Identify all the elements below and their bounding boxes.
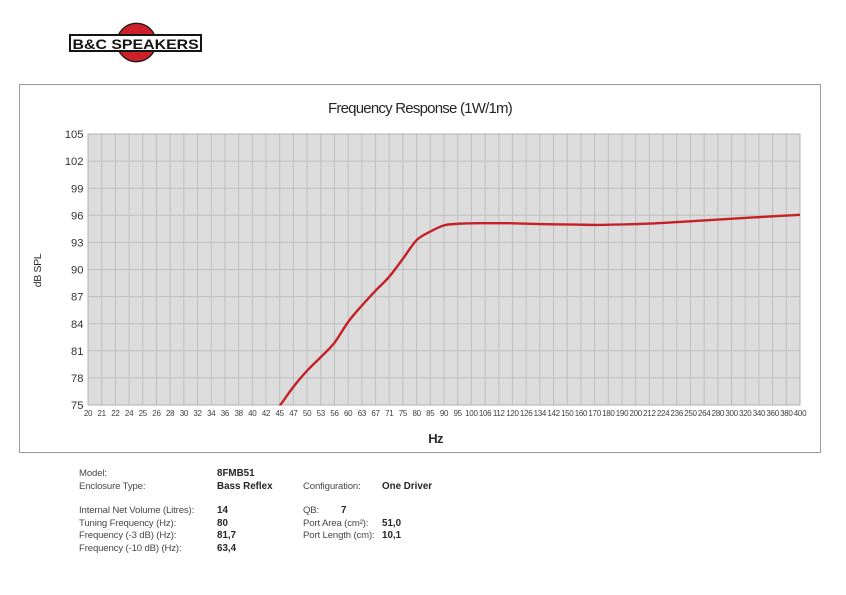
svg-text:180: 180 xyxy=(602,409,615,418)
svg-text:42: 42 xyxy=(262,409,271,418)
svg-text:60: 60 xyxy=(344,409,353,418)
svg-text:47: 47 xyxy=(289,409,298,418)
svg-text:Hz: Hz xyxy=(428,431,444,446)
svg-text:32: 32 xyxy=(193,409,202,418)
svg-text:400: 400 xyxy=(794,409,807,418)
svg-text:dB SPL: dB SPL xyxy=(32,253,44,287)
svg-text:75: 75 xyxy=(71,400,83,412)
svg-text:21: 21 xyxy=(98,409,107,418)
svg-text:56: 56 xyxy=(330,409,339,418)
svg-text:95: 95 xyxy=(454,409,463,418)
svg-text:26: 26 xyxy=(152,409,161,418)
svg-text:380: 380 xyxy=(780,409,793,418)
svg-text:67: 67 xyxy=(371,409,380,418)
svg-text:360: 360 xyxy=(766,409,779,418)
svg-text:99: 99 xyxy=(71,183,83,195)
svg-text:170: 170 xyxy=(588,409,601,418)
svg-text:250: 250 xyxy=(684,409,697,418)
svg-text:45: 45 xyxy=(276,409,285,418)
svg-text:25: 25 xyxy=(139,409,148,418)
svg-text:Frequency Response (1W/1m): Frequency Response (1W/1m) xyxy=(328,100,513,117)
svg-text:126: 126 xyxy=(520,409,533,418)
svg-text:280: 280 xyxy=(712,409,725,418)
svg-text:20: 20 xyxy=(84,409,93,418)
svg-text:36: 36 xyxy=(221,409,230,418)
svg-text:120: 120 xyxy=(506,409,519,418)
svg-text:150: 150 xyxy=(561,409,574,418)
svg-text:105: 105 xyxy=(65,129,84,141)
svg-text:340: 340 xyxy=(753,409,766,418)
svg-text:93: 93 xyxy=(71,238,83,250)
svg-text:78: 78 xyxy=(71,373,83,385)
svg-text:200: 200 xyxy=(629,409,642,418)
svg-text:24: 24 xyxy=(125,409,134,418)
svg-text:85: 85 xyxy=(426,409,435,418)
svg-text:53: 53 xyxy=(317,409,326,418)
svg-text:112: 112 xyxy=(493,409,506,418)
svg-text:87: 87 xyxy=(71,292,83,304)
svg-text:106: 106 xyxy=(479,409,492,418)
svg-text:100: 100 xyxy=(465,409,478,418)
svg-text:90: 90 xyxy=(440,409,449,418)
svg-text:34: 34 xyxy=(207,409,216,418)
svg-text:96: 96 xyxy=(71,210,83,222)
svg-text:224: 224 xyxy=(657,409,670,418)
svg-text:160: 160 xyxy=(575,409,588,418)
svg-text:320: 320 xyxy=(739,409,752,418)
svg-text:142: 142 xyxy=(547,409,560,418)
svg-text:102: 102 xyxy=(65,156,84,168)
svg-text:40: 40 xyxy=(248,409,257,418)
svg-text:38: 38 xyxy=(234,409,243,418)
svg-text:264: 264 xyxy=(698,409,711,418)
svg-text:134: 134 xyxy=(534,409,547,418)
svg-text:81: 81 xyxy=(71,346,83,358)
svg-text:63: 63 xyxy=(358,409,367,418)
svg-text:50: 50 xyxy=(303,409,312,418)
svg-text:30: 30 xyxy=(180,409,189,418)
svg-text:236: 236 xyxy=(671,409,684,418)
svg-text:212: 212 xyxy=(643,409,656,418)
svg-text:190: 190 xyxy=(616,409,629,418)
svg-text:300: 300 xyxy=(725,409,738,418)
svg-text:28: 28 xyxy=(166,409,175,418)
svg-text:75: 75 xyxy=(399,409,408,418)
svg-text:84: 84 xyxy=(71,319,83,331)
svg-text:80: 80 xyxy=(412,409,421,418)
svg-text:22: 22 xyxy=(111,409,120,418)
svg-text:71: 71 xyxy=(385,409,394,418)
svg-text:90: 90 xyxy=(71,265,83,277)
